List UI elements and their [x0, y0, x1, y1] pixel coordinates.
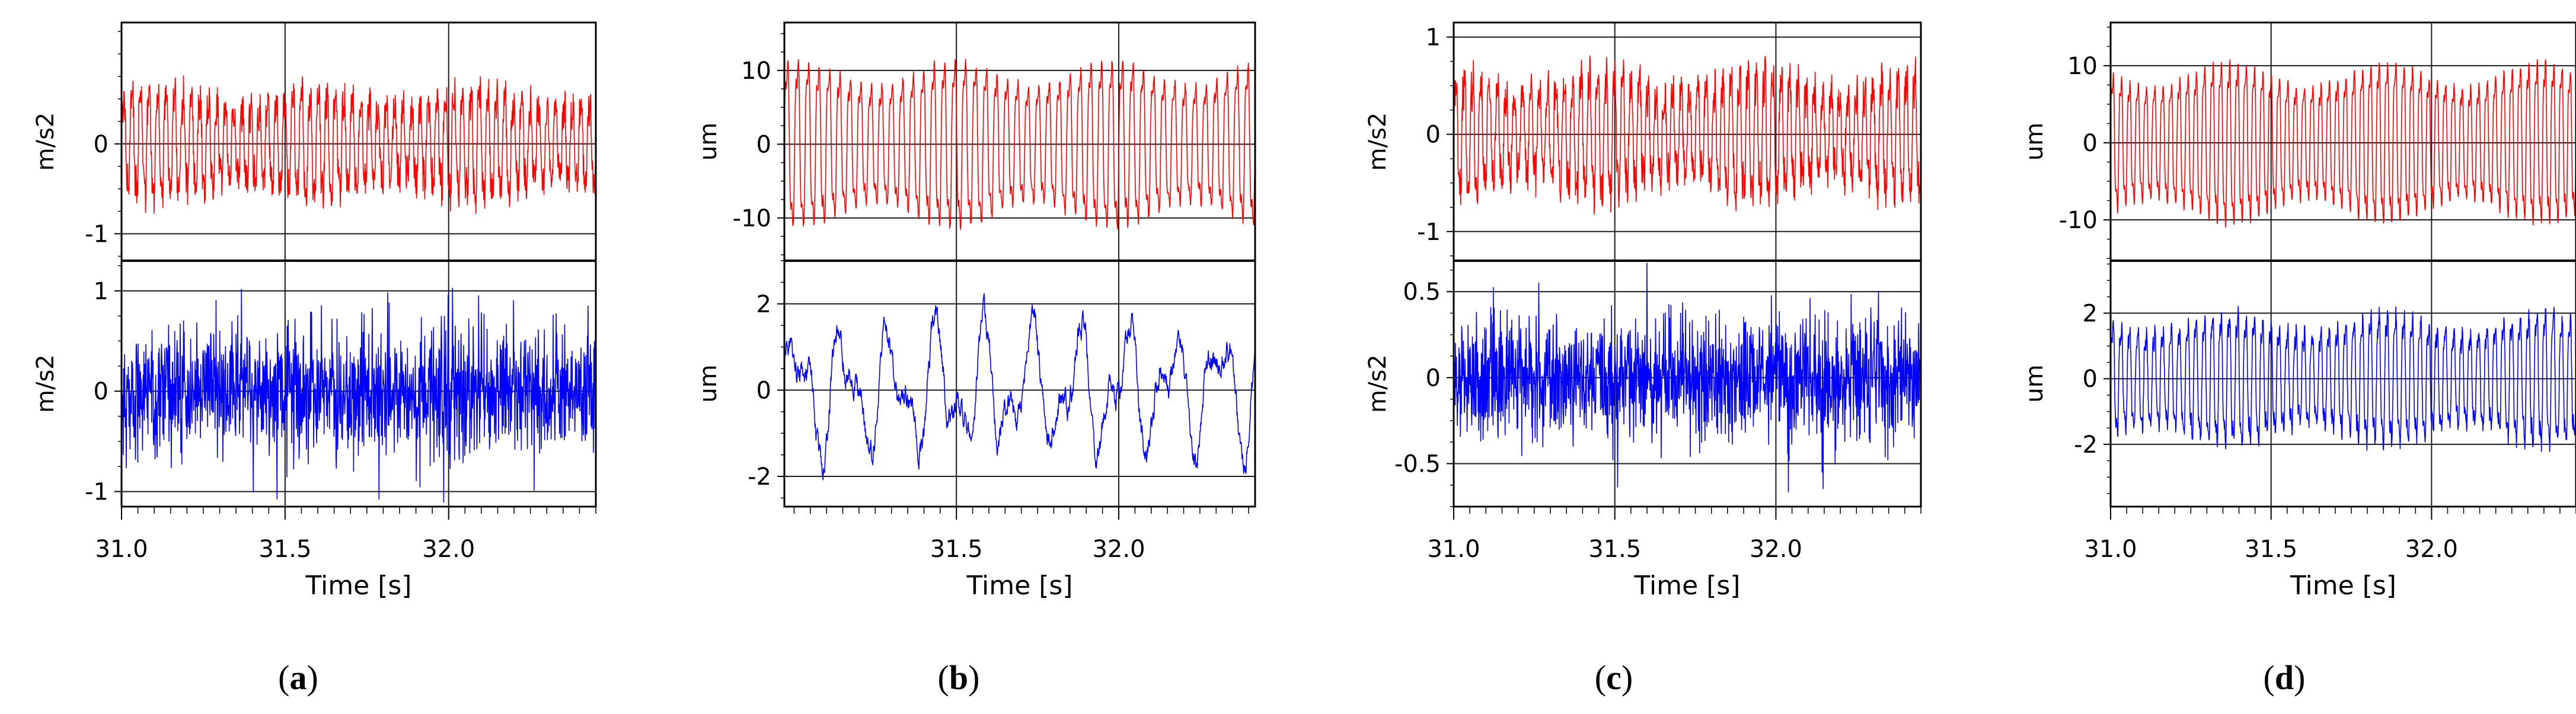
subplot-top: -1 0 m/s2 [32, 21, 597, 262]
subplot-bottom: -1 0 1 m/s2 [32, 260, 597, 508]
y-axis-unit: m/s2 [32, 113, 59, 171]
y-tick-label: 0 [1426, 121, 1441, 149]
x-axis-title: Time [s] [1634, 571, 1741, 601]
y-axis-unit: um [695, 364, 722, 402]
panel-d: -10 0 10 um -2 0 2 um 31.0 31.5 32.0 Time [s] (d) [2021, 21, 2576, 697]
subplot-bottom: -0.5 0 0.5 m/s2 [1364, 260, 1922, 508]
x-tick-label: 31.5 [930, 536, 983, 563]
signal-line [2110, 306, 2576, 452]
x-axis-title: Time [s] [2290, 571, 2396, 601]
caption-letter: a [290, 658, 307, 697]
subplot-top: -10 0 10 um [695, 21, 1256, 262]
y-tick-label: 1 [1426, 24, 1441, 52]
y-axis-unit: m/s2 [1364, 113, 1391, 171]
y-tick-label: -10 [733, 205, 771, 232]
y-axis-unit: um [695, 123, 722, 161]
y-tick-label: -2 [748, 463, 771, 491]
x-tick-label: 32.0 [1092, 536, 1145, 563]
panel-caption: (d) [2264, 658, 2306, 697]
caption-close-paren: ) [307, 658, 318, 697]
signal-line [784, 293, 1256, 481]
caption-letter: d [2275, 658, 2294, 697]
x-tick-label: 31.5 [258, 536, 311, 563]
y-tick-label: 0 [756, 377, 771, 404]
x-tick-label: 31.5 [2245, 536, 2297, 563]
signal-line [1453, 262, 1921, 493]
x-tick-label: 31.5 [1588, 536, 1641, 563]
y-axis-unit: um [2021, 364, 2048, 402]
signal-line [2110, 59, 2576, 228]
x-tick-label: 31.0 [1427, 536, 1480, 563]
y-tick-label: 0 [2083, 130, 2098, 157]
caption-letter: c [1606, 658, 1621, 697]
y-tick-label: 10 [2067, 53, 2098, 80]
y-tick-label: 1 [94, 278, 108, 305]
y-axis-unit: m/s2 [32, 354, 59, 413]
y-tick-label: 2 [756, 291, 771, 318]
caption-close-paren: ) [2294, 658, 2305, 697]
signal-line [784, 59, 1256, 230]
y-axis-unit: m/s2 [1364, 354, 1391, 413]
subplot-bottom: -2 0 2 um [2021, 260, 2576, 508]
y-tick-label: -1 [1417, 219, 1441, 246]
signal-line [121, 75, 596, 214]
y-tick-label: -2 [2074, 431, 2098, 459]
x-tick-label: 32.0 [2405, 536, 2458, 563]
y-axis-unit: um [2021, 123, 2048, 161]
signal-line [121, 287, 596, 503]
x-axis-title: Time [s] [966, 571, 1073, 601]
y-tick-label: 0 [756, 131, 771, 158]
y-tick-label: 10 [741, 57, 771, 85]
y-tick-label: -1 [85, 479, 108, 506]
x-tick-label: 32.0 [422, 536, 475, 563]
y-tick-label: 0 [94, 131, 108, 158]
panel-caption: (b) [938, 658, 980, 697]
y-tick-label: 0 [1426, 364, 1441, 392]
caption-open-paren: ( [2264, 658, 2275, 697]
x-tick-label: 31.0 [95, 536, 148, 563]
panel-b: -10 0 10 um -2 0 2 um 31.5 32.0 Time [s] (b) [695, 21, 1256, 697]
caption-open-paren: ( [1595, 658, 1606, 697]
y-tick-label: 0.5 [1403, 278, 1441, 306]
y-tick-label: -10 [2059, 207, 2098, 234]
y-tick-label: 0 [94, 378, 108, 405]
x-axis-title: Time [s] [305, 571, 412, 601]
panel-caption: (c) [1595, 658, 1633, 697]
subplot-top: -10 0 10 um [2021, 21, 2576, 262]
x-tick-label: 31.0 [2084, 536, 2137, 563]
caption-open-paren: ( [938, 658, 949, 697]
panel-c: -1 0 1 m/s2 -0.5 0 0.5 m/s2 31.0 31.5 32.0 Time [s]… [1364, 21, 1922, 697]
y-tick-label: -0.5 [1394, 450, 1441, 478]
panel-caption: (a) [278, 658, 318, 697]
y-tick-label: -1 [85, 220, 108, 248]
caption-close-paren: ) [968, 658, 979, 697]
x-tick-label: 32.0 [1750, 536, 1802, 563]
y-tick-label: 2 [2083, 300, 2098, 328]
caption-open-paren: ( [278, 658, 289, 697]
caption-letter: b [949, 658, 968, 697]
caption-close-paren: ) [1621, 658, 1633, 697]
panel-a: -1 0 m/s2 -1 0 1 m/s2 31.0 31.5 32.0 Time [s] (a) [32, 21, 597, 697]
signal-line [1453, 55, 1921, 215]
y-tick-label: 0 [2083, 366, 2098, 393]
